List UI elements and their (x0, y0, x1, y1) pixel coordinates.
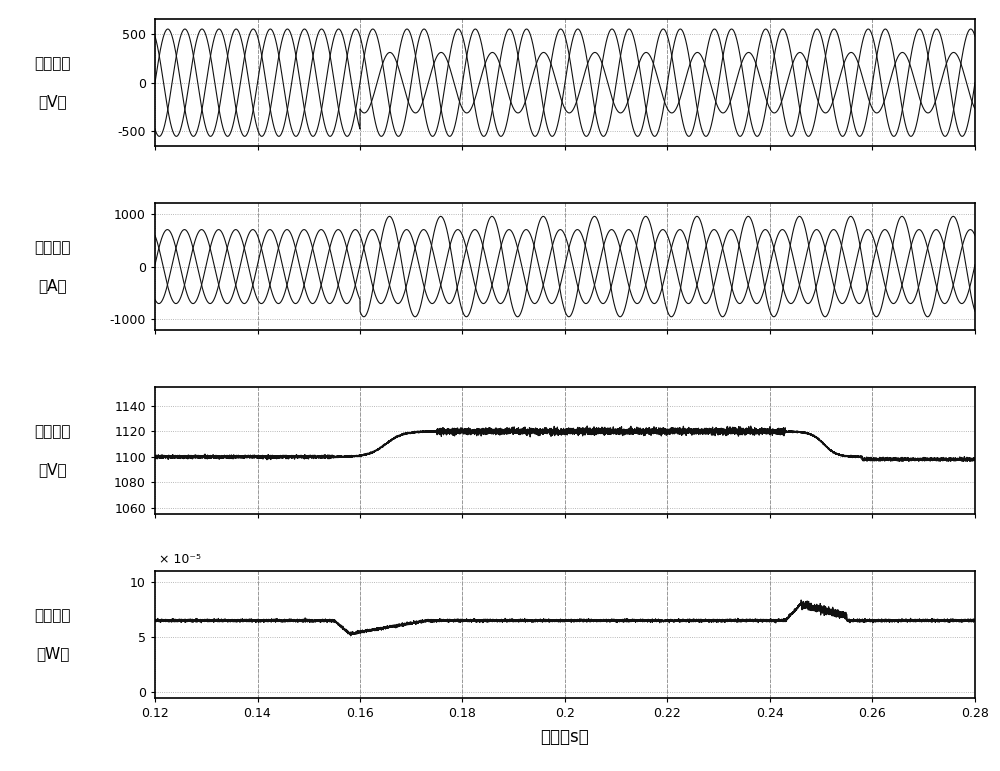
Text: （V）: （V） (38, 462, 67, 477)
X-axis label: 时间（s）: 时间（s） (541, 728, 589, 746)
Text: （V）: （V） (38, 94, 67, 109)
Text: （W）: （W） (36, 646, 69, 661)
Text: 有功功率: 有功功率 (34, 608, 71, 623)
Text: × 10⁻⁵: × 10⁻⁵ (159, 553, 201, 566)
Text: 电网电压: 电网电压 (34, 56, 71, 71)
Text: 输出电流: 输出电流 (34, 240, 71, 255)
Text: 直流电压: 直流电压 (34, 424, 71, 439)
Text: （A）: （A） (38, 278, 67, 293)
